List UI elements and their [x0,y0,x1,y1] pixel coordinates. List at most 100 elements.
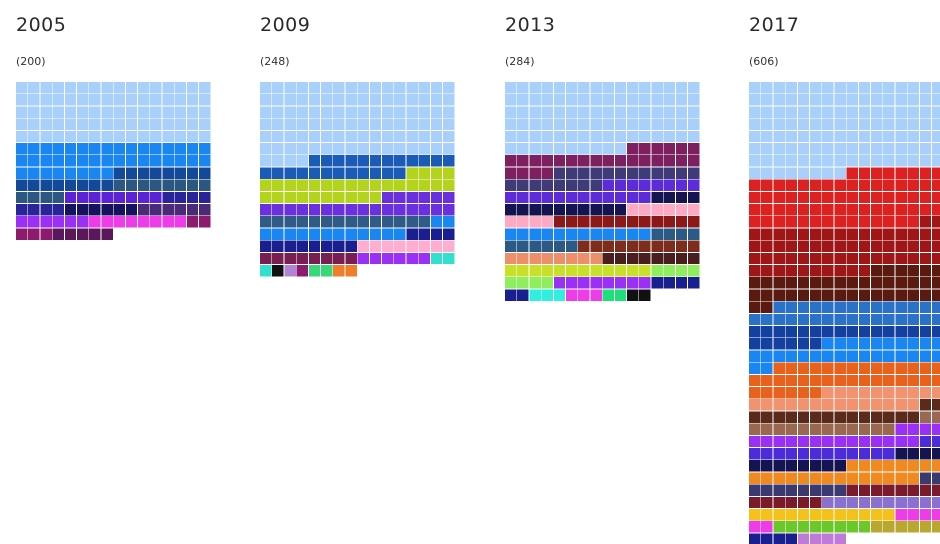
waffle-cell-series-2 [785,252,797,265]
waffle-cell-series-4 [394,216,406,228]
waffle-cell-series-1 [394,155,406,167]
waffle-cell-series-0 [529,130,541,143]
waffle-cell-series-0 [345,143,357,155]
waffle-cell-series-0 [505,130,517,143]
waffle-cell-series-0 [260,130,272,143]
waffle-cell-series-3 [895,277,907,289]
panel-year: 2009 [260,14,311,36]
waffle-cell-series-10 [590,252,602,265]
waffle-cell-series-8 [272,252,284,265]
waffle-cell-series-0 [627,82,639,94]
waffle-cell-series-1 [883,191,895,204]
waffle-cell-series-1 [810,191,822,204]
waffle-cell-series-6 [749,350,761,362]
waffle-cell-series-5 [810,338,822,350]
waffle-cell-series-0 [260,94,272,106]
waffle-cell-series-9 [89,216,101,228]
waffle-cell-series-0 [28,94,40,106]
waffle-cell-series-12 [858,448,871,460]
waffle-cell-series-18 [785,509,797,521]
waffle-cell-series-0 [150,94,162,106]
waffle-cell-series-0 [430,118,443,130]
waffle-cell-series-7 [541,228,553,240]
waffle-cell-series-7 [907,362,919,374]
waffle-cell-series-6 [883,338,895,350]
waffle-panel-2013: 2013 (284) [505,0,705,544]
waffle-cell-series-2 [749,265,761,277]
waffle-cell-series-1 [785,179,797,191]
waffle-cell-series-0 [394,143,406,155]
waffle-cell-series-8 [284,252,296,265]
waffle-cell-series-1 [28,155,40,167]
waffle-cell-series-0 [822,155,834,167]
waffle-cell-series-10 [932,411,940,423]
waffle-cell-series-4 [907,313,919,326]
waffle-cell-series-6 [296,240,308,252]
waffle-cell-series-7 [871,362,883,374]
waffle-cell-series-1 [89,155,101,167]
waffle-cell-series-0 [443,82,455,94]
waffle-cell-series-5 [785,326,797,338]
waffle-cell-series-4 [895,313,907,326]
waffle-cell-series-15 [517,289,529,301]
waffle-cell-series-0 [895,106,907,118]
waffle-cell-series-8 [846,387,858,399]
waffle-cell-series-0 [308,143,321,155]
waffle-cell-series-0 [761,82,773,94]
waffle-cell-series-4 [883,313,895,326]
waffle-cell-series-4 [932,313,940,326]
waffle-cell-series-9 [773,411,785,423]
waffle-cell-series-0 [773,167,785,179]
waffle-cell-series-0 [663,118,675,130]
waffle-cell-series-3 [932,289,940,301]
waffle-cell-series-0 [406,118,418,130]
waffle-cell-series-1 [333,155,345,167]
waffle-cell-series-0 [651,130,663,143]
waffle-cell-series-0 [272,118,284,130]
waffle-cell-series-14 [810,472,822,484]
waffle-cell-series-0 [28,106,40,118]
waffle-cell-series-0 [150,130,162,143]
waffle-cell-series-12 [932,435,940,448]
waffle-cell-series-0 [773,130,785,143]
waffle-cell-series-0 [883,94,895,106]
waffle-cell-series-5 [345,228,357,240]
waffle-cell-series-6 [77,204,89,216]
waffle-cell-series-2 [822,228,834,240]
waffle-cell-series-0 [553,94,566,106]
waffle-cell-series-23 [797,533,810,544]
waffle-cell-series-0 [675,130,688,143]
waffle-cell-series-9 [651,240,663,252]
waffle-cell-series-1 [858,191,871,204]
waffle-cell-series-0 [749,106,761,118]
waffle-cell-series-10 [430,252,443,265]
waffle-cell-series-6 [89,204,101,216]
waffle-cell-series-11 [919,423,932,435]
waffle-cell-series-7 [590,228,602,240]
waffle-cell-series-1 [797,179,810,191]
waffle-cell-series-3 [834,289,846,301]
waffle-cell-series-0 [40,118,52,130]
waffle-cell-series-3 [675,179,688,191]
waffle-cell-series-2 [199,167,211,179]
waffle-cell-series-2 [871,240,883,252]
waffle-cell-series-5 [761,338,773,350]
waffle-cell-series-10 [443,252,455,265]
waffle-cell-series-0 [639,130,651,143]
waffle-cell-series-2 [822,265,834,277]
waffle-cell-series-1 [52,167,64,179]
waffle-cell-series-0 [895,155,907,167]
waffle-cell-series-0 [834,167,846,179]
waffle-cell-series-3 [150,179,162,191]
waffle-cell-series-2 [505,179,517,191]
waffle-cell-series-11 [101,228,113,240]
waffle-cell-series-0 [296,143,308,155]
waffle-cell-series-12 [553,265,566,277]
waffle-cell-series-2 [443,179,455,191]
waffle-cell-series-0 [810,106,822,118]
waffle-cell-series-3 [284,204,296,216]
waffle-cell-series-0 [822,82,834,94]
waffle-cell-series-0 [871,106,883,118]
waffle-cell-series-1 [406,155,418,167]
waffle-cell-series-0 [296,106,308,118]
